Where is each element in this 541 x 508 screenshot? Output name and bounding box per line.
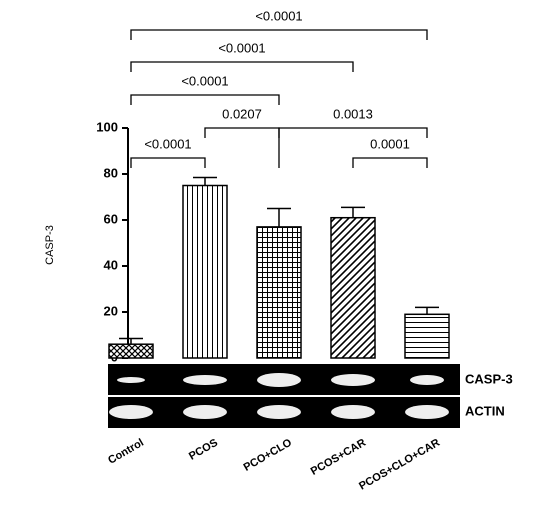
chart: CASP-3 020406080100ControlPCOSPCO+CLOPCO… (0, 0, 541, 508)
y-tick-label: 100 (96, 119, 118, 134)
p-value-label: 0.0013 (333, 106, 373, 121)
p-value-label: <0.0001 (144, 136, 191, 151)
x-tick-label: Control (106, 437, 146, 467)
x-tick-label: PCOS+CLO+CAR (357, 437, 442, 493)
bar (257, 227, 301, 358)
p-value-label: 0.0001 (370, 136, 410, 151)
p-value-label: <0.0001 (181, 73, 228, 88)
x-tick-label: PCOS+CAR (309, 437, 368, 478)
blot-label: ACTIN (465, 403, 505, 418)
blot-band (405, 405, 449, 419)
y-tick-label: 60 (104, 211, 118, 226)
y-tick-label: 80 (104, 165, 118, 180)
significance-bracket (131, 158, 205, 168)
blot-band (331, 374, 375, 386)
y-tick-label: 20 (104, 303, 118, 318)
significance-bracket (131, 30, 427, 40)
y-axis-label: CASP-3 (44, 225, 56, 265)
significance-bracket (131, 95, 279, 105)
significance-bracket (131, 62, 353, 72)
blot-band (410, 375, 444, 385)
significance-bracket (205, 128, 279, 168)
blot-label: CASP-3 (465, 371, 513, 386)
blot-band (257, 373, 301, 387)
bar (405, 314, 449, 358)
bar (109, 344, 153, 358)
y-tick-label: 40 (104, 257, 118, 272)
blot-band (257, 405, 301, 419)
significance-bracket (353, 158, 427, 168)
p-value-label: <0.0001 (255, 8, 302, 23)
blot-band (117, 377, 145, 383)
p-value-label: <0.0001 (218, 40, 265, 55)
blot-band (109, 405, 153, 419)
blot-band (183, 375, 227, 385)
bar (183, 186, 227, 359)
blot-band (183, 405, 227, 419)
x-tick-label: PCOS (187, 437, 220, 463)
blot-band (331, 405, 375, 419)
x-tick-label: PCO+CLO (242, 437, 295, 474)
bar (331, 218, 375, 358)
p-value-label: 0.0207 (222, 106, 262, 121)
